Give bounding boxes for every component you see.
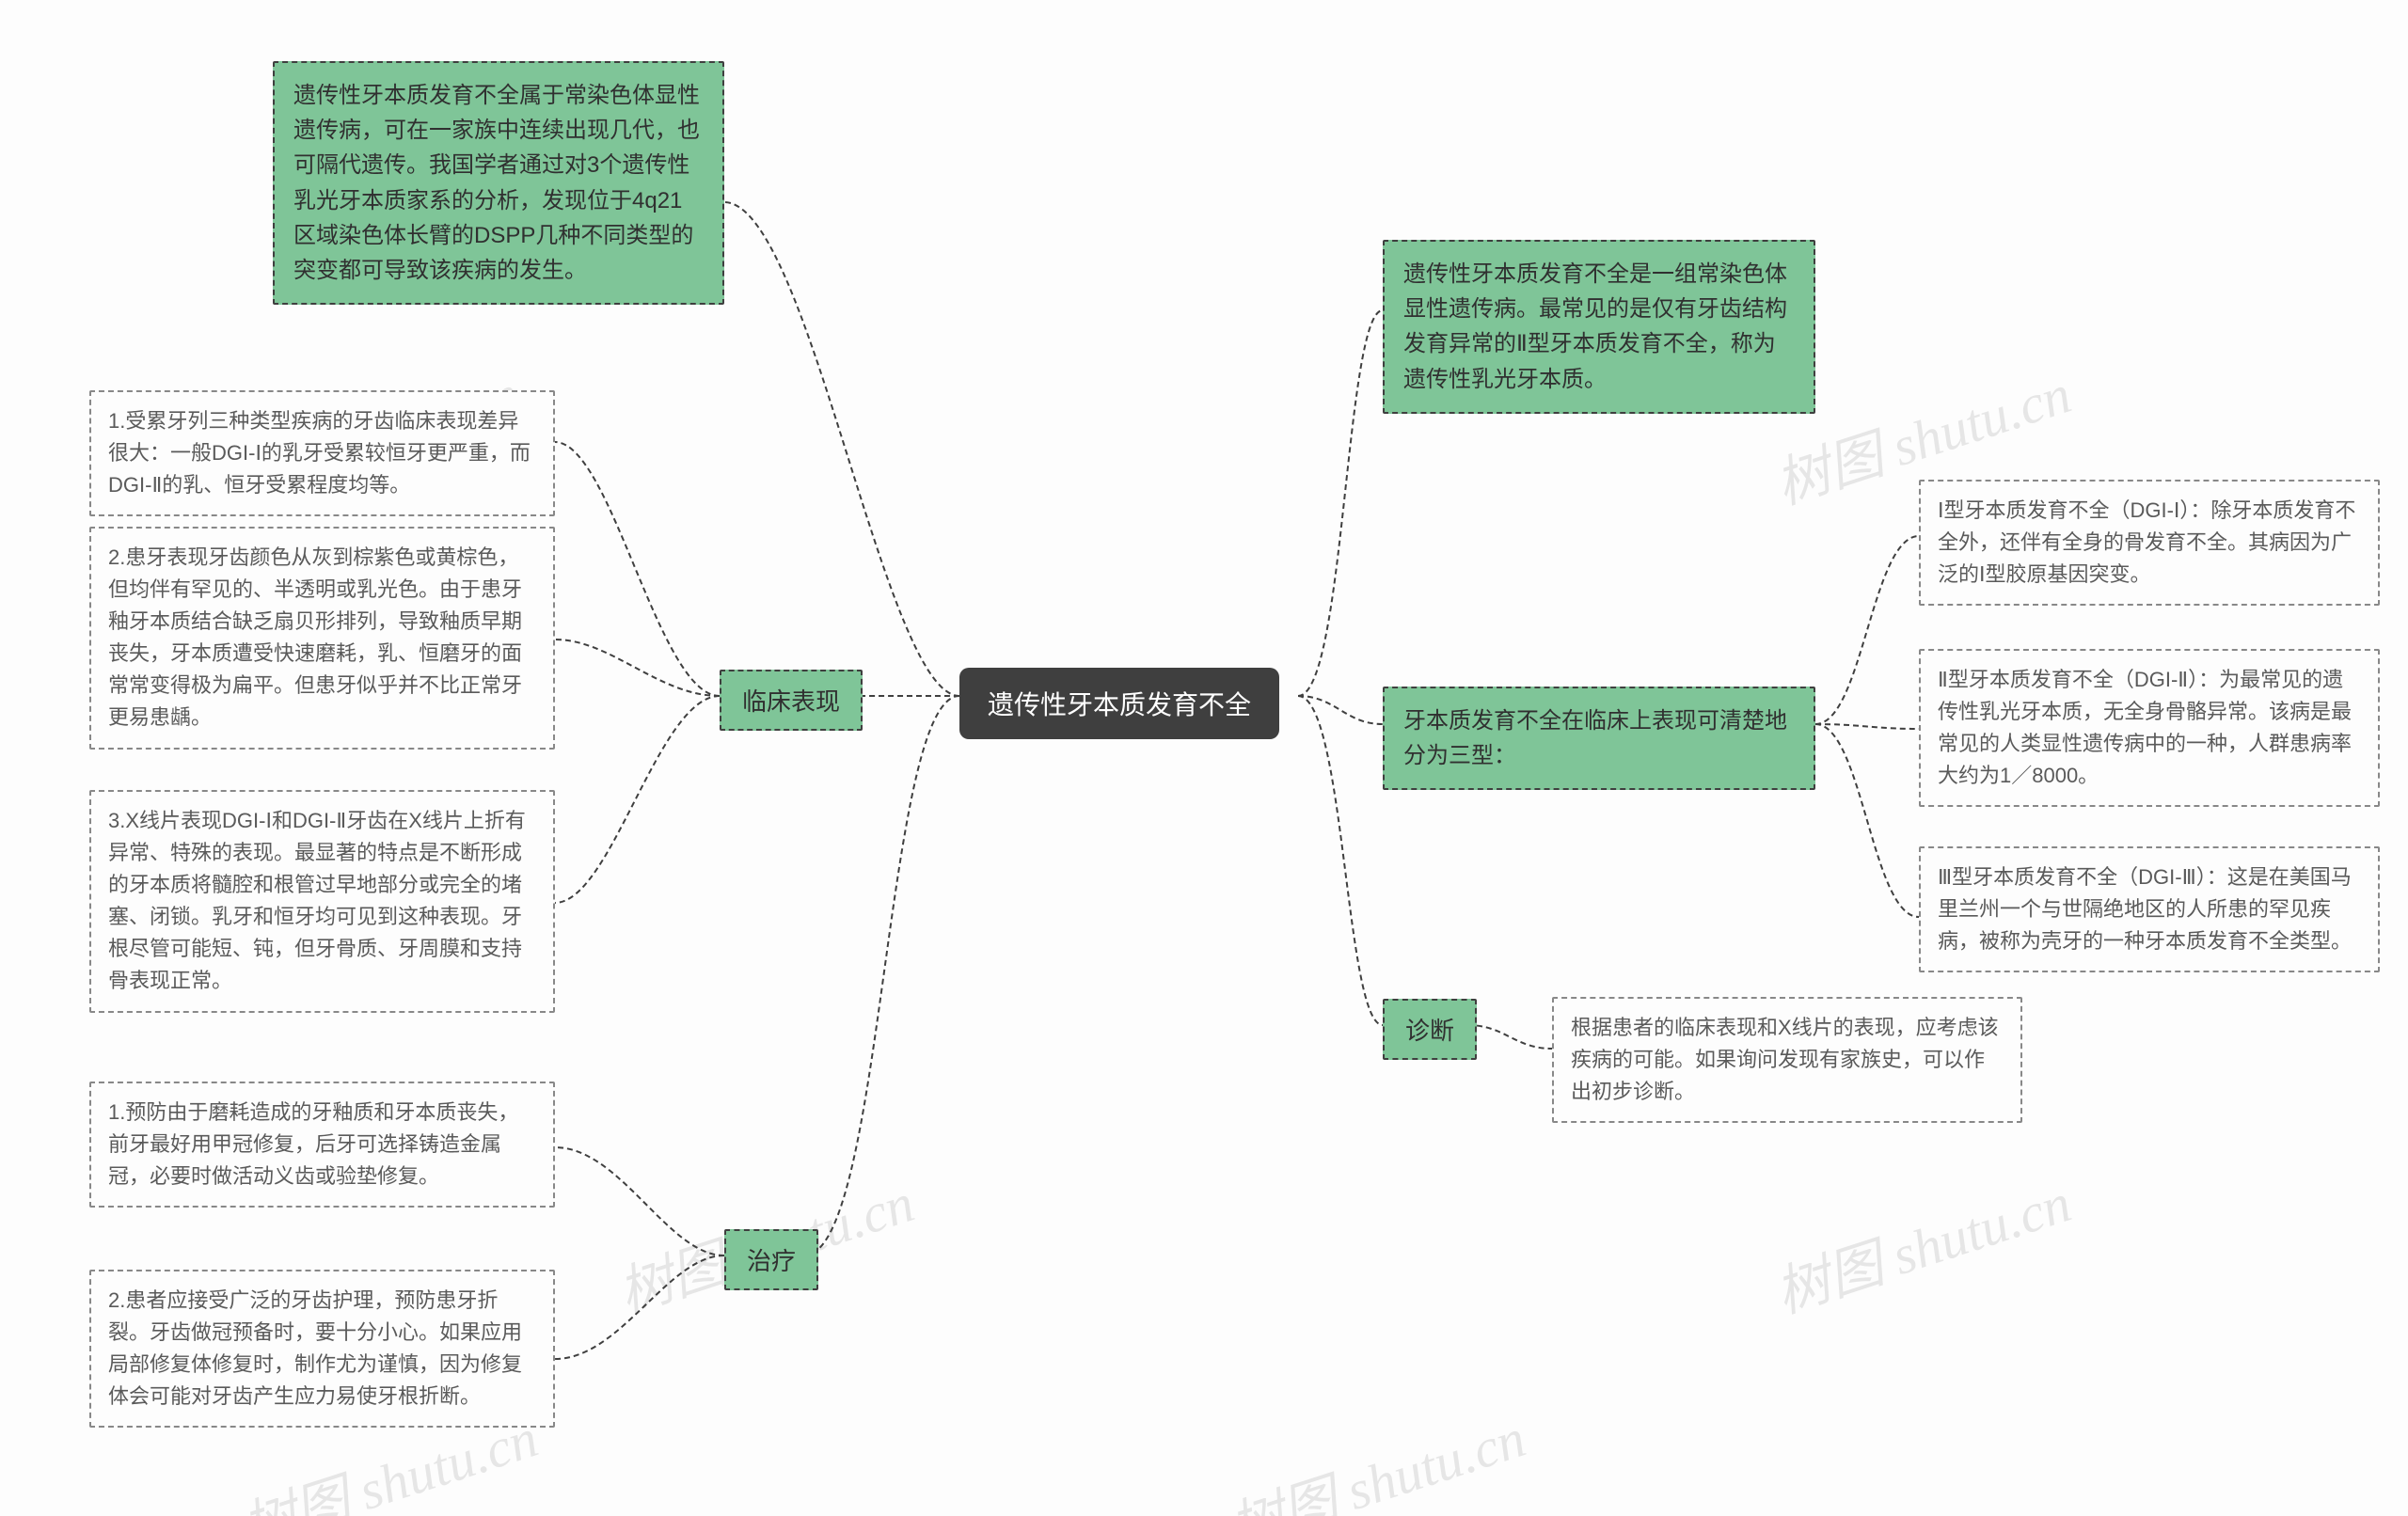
watermark: 树图 shutu.cn [1218, 1394, 1533, 1516]
types-box: 牙本质发育不全在临床上表现可清楚地分为三型： [1383, 687, 1815, 790]
leaf-text: 3.X线片表现DGI-Ⅰ和DGI-Ⅱ牙齿在X线片上折有异常、特殊的表现。最显著的… [108, 809, 526, 992]
overview-box: 遗传性牙本质发育不全是一组常染色体显性遗传病。最常见的是仅有牙齿结构发育异常的Ⅱ… [1383, 240, 1815, 414]
treatment-item-2: 2.患者应接受广泛的牙齿护理，预防患牙折裂。牙齿做冠预备时，要十分小心。如果应用… [89, 1270, 555, 1428]
overview-text: 遗传性牙本质发育不全是一组常染色体显性遗传病。最常见的是仅有牙齿结构发育异常的Ⅱ… [1403, 261, 1787, 392]
treatment-item-1: 1.预防由于磨耗造成的牙釉质和牙本质丧失，前牙最好用甲冠修复，后牙可选择铸造金属… [89, 1082, 555, 1208]
root-title: 遗传性牙本质发育不全 [988, 690, 1251, 719]
mindmap-canvas: 树图 shutu.cn 树图 shutu.cn 树图 shutu.cn 树图 s… [0, 0, 2408, 1516]
clinical-item-2: 2.患牙表现牙齿颜色从灰到棕紫色或黄棕色，但均伴有罕见的、半透明或乳光色。由于患… [89, 527, 555, 750]
type-item-2: Ⅱ型牙本质发育不全（DGI-Ⅱ）：为最常见的遗传性乳光牙本质，无全身骨骼异常。该… [1919, 649, 2380, 807]
clinical-item-3: 3.X线片表现DGI-Ⅰ和DGI-Ⅱ牙齿在X线片上折有异常、特殊的表现。最显著的… [89, 790, 555, 1013]
watermark: 树图 shutu.cn [1764, 1159, 2079, 1328]
clinical-label: 临床表现 [720, 670, 863, 731]
clinical-label-text: 临床表现 [742, 687, 840, 716]
treatment-label-text: 治疗 [747, 1247, 796, 1275]
type-item-3: Ⅲ型牙本质发育不全（DGI-Ⅲ）：这是在美国马里兰州一个与世隔绝地区的人所患的罕… [1919, 846, 2380, 972]
diagnosis-text: 根据患者的临床表现和X线片的表现，应考虑该疾病的可能。如果询问发现有家族史，可以… [1552, 997, 2022, 1123]
types-text: 牙本质发育不全在临床上表现可清楚地分为三型： [1403, 708, 1787, 768]
treatment-label: 治疗 [724, 1229, 818, 1290]
leaf-text: Ⅱ型牙本质发育不全（DGI-Ⅱ）：为最常见的遗传性乳光牙本质，无全身骨骼异常。该… [1938, 668, 2352, 787]
leaf-text: Ⅰ型牙本质发育不全（DGI-Ⅰ）：除牙本质发育不全外，还伴有全身的骨发育不全。其… [1938, 498, 2355, 586]
intro-text: 遗传性牙本质发育不全属于常染色体显性遗传病，可在一家族中连续出现几代，也可隔代遗… [293, 83, 700, 283]
clinical-item-1: 1.受累牙列三种类型疾病的牙齿临床表现差异很大：一般DGI-Ⅰ的乳牙受累较恒牙更… [89, 390, 555, 516]
leaf-text: 1.受累牙列三种类型疾病的牙齿临床表现差异很大：一般DGI-Ⅰ的乳牙受累较恒牙更… [108, 409, 531, 497]
diagnosis-label: 诊断 [1383, 999, 1477, 1060]
leaf-text: 根据患者的临床表现和X线片的表现，应考虑该疾病的可能。如果询问发现有家族史，可以… [1571, 1016, 1999, 1103]
intro-box: 遗传性牙本质发育不全属于常染色体显性遗传病，可在一家族中连续出现几代，也可隔代遗… [273, 61, 724, 305]
diagnosis-label-text: 诊断 [1405, 1017, 1454, 1045]
type-item-1: Ⅰ型牙本质发育不全（DGI-Ⅰ）：除牙本质发育不全外，还伴有全身的骨发育不全。其… [1919, 480, 2380, 606]
leaf-text: Ⅲ型牙本质发育不全（DGI-Ⅲ）：这是在美国马里兰州一个与世隔绝地区的人所患的罕… [1938, 865, 2352, 953]
leaf-text: 1.预防由于磨耗造成的牙釉质和牙本质丧失，前牙最好用甲冠修复，后牙可选择铸造金属… [108, 1100, 518, 1188]
root-node: 遗传性牙本质发育不全 [959, 668, 1279, 739]
leaf-text: 2.患者应接受广泛的牙齿护理，预防患牙折裂。牙齿做冠预备时，要十分小心。如果应用… [108, 1288, 522, 1408]
leaf-text: 2.患牙表现牙齿颜色从灰到棕紫色或黄棕色，但均伴有罕见的、半透明或乳光色。由于患… [108, 545, 522, 729]
